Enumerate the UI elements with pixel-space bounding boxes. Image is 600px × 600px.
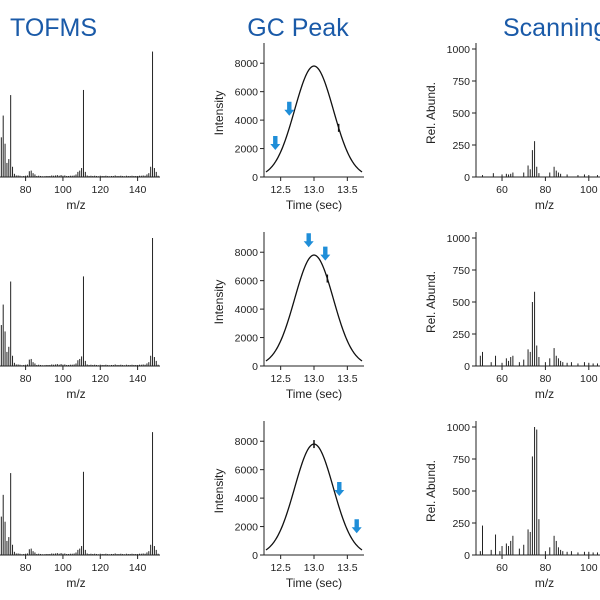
y-tick-label: 6000 <box>235 465 259 477</box>
x-tick-label: 12.5 <box>270 373 291 385</box>
gc-chart-row-2: 12.5 13.0 13.5 Time (sec) 0 2000 4000 6000 8000 I… <box>212 232 364 401</box>
x-tick-label: 80 <box>540 184 552 196</box>
y-tick-label: 8000 <box>235 58 259 70</box>
y-tick-label: 250 <box>452 140 470 152</box>
y-axis-title: Rel. Abund. <box>424 82 438 144</box>
y-tick-label: 4000 <box>235 115 259 127</box>
y-tick-label: 750 <box>452 454 470 466</box>
x-tick-label: 100 <box>54 373 72 385</box>
gc-chart-row-3: 12.5 13.0 13.5 Time (sec) 0 2000 4000 6000 8000 I… <box>212 421 364 590</box>
x-axis-title: m/z <box>535 576 554 590</box>
x-tick-label: 12.5 <box>270 562 291 574</box>
x-tick-label: 12.5 <box>270 184 291 196</box>
y-tick-label: 0 <box>252 550 258 562</box>
x-axis-title: Time (sec) <box>286 576 342 590</box>
x-tick-label: 140 <box>129 562 147 574</box>
scanning-column-title: Scanning <box>503 14 600 42</box>
scan-arrow-icon <box>320 246 331 261</box>
x-tick-label: 13.0 <box>304 373 325 385</box>
y-tick-label: 1000 <box>447 233 471 245</box>
x-tick-label: 100 <box>580 373 598 385</box>
x-axis-title: m/z <box>66 387 85 401</box>
tofms-chart-row-1: 80 100 120 140 m/z <box>0 51 160 212</box>
x-tick-label: 100 <box>54 562 72 574</box>
x-tick-label: 80 <box>20 373 32 385</box>
y-tick-label: 500 <box>452 108 470 120</box>
y-tick-label: 2000 <box>235 333 259 345</box>
gc-peak-curve <box>265 443 363 551</box>
x-axis-title: Time (sec) <box>286 198 342 212</box>
y-tick-label: 500 <box>452 297 470 309</box>
tofms-chart-row-2: 80 100 120 140 m/z <box>0 238 160 401</box>
scanning-chart-row-3: 60 80 100 m/z 0 250 500 750 1000 Rel. Abund. <box>424 421 600 590</box>
y-tick-label: 8000 <box>235 436 259 448</box>
y-tick-label: 250 <box>452 518 470 530</box>
y-tick-label: 1000 <box>447 422 471 434</box>
y-tick-label: 0 <box>252 172 258 184</box>
y-axis-title: Intensity <box>212 91 226 136</box>
x-tick-label: 140 <box>129 373 147 385</box>
y-tick-label: 4000 <box>235 493 259 505</box>
x-tick-label: 13.0 <box>304 562 325 574</box>
scan-arrow-icon <box>303 233 314 248</box>
y-tick-label: 2000 <box>235 522 259 534</box>
gc-peak-curve <box>265 65 363 173</box>
x-tick-label: 80 <box>20 562 32 574</box>
y-axis-title: Rel. Abund. <box>424 271 438 333</box>
tofms-chart-row-3: 80 100 120 140 m/z <box>0 432 160 590</box>
y-tick-label: 0 <box>464 172 470 184</box>
y-axis-title: Intensity <box>212 469 226 514</box>
y-tick-label: 750 <box>452 76 470 88</box>
gc-chart-row-1: 12.5 13.0 13.5 Time (sec) 0 2000 4000 6000 8000 I… <box>212 43 364 212</box>
x-tick-label: 60 <box>496 562 508 574</box>
y-tick-label: 1000 <box>447 44 471 56</box>
x-tick-label: 140 <box>129 184 147 196</box>
x-tick-label: 80 <box>20 184 32 196</box>
x-axis-title: m/z <box>66 198 85 212</box>
x-axis-title: Time (sec) <box>286 387 342 401</box>
y-tick-label: 0 <box>464 550 470 562</box>
y-tick-label: 0 <box>464 361 470 373</box>
x-tick-label: 80 <box>540 373 552 385</box>
y-tick-label: 6000 <box>235 276 259 288</box>
x-tick-label: 60 <box>496 373 508 385</box>
y-tick-label: 2000 <box>235 144 259 156</box>
y-tick-label: 8000 <box>235 247 259 259</box>
y-tick-label: 4000 <box>235 304 259 316</box>
scan-arrow-icon <box>334 482 345 496</box>
tofms-column-title: TOFMS <box>10 14 97 42</box>
x-tick-label: 13.5 <box>337 184 358 196</box>
scan-arrow-icon <box>351 519 362 534</box>
gc-peak-column-title: GC Peak <box>247 14 349 42</box>
y-tick-label: 500 <box>452 486 470 498</box>
scanning-chart-row-1: 60 80 100 m/z 0 250 500 750 1000 Rel. Abund. <box>424 43 600 212</box>
x-axis-title: m/z <box>535 387 554 401</box>
scanning-chart-row-2: 60 80 100 m/z 0 250 500 750 1000 Rel. Abund. <box>424 232 600 401</box>
y-tick-label: 0 <box>252 361 258 373</box>
x-axis-title: m/z <box>535 198 554 212</box>
y-tick-label: 750 <box>452 265 470 277</box>
x-tick-label: 100 <box>580 184 598 196</box>
x-tick-label: 120 <box>92 373 110 385</box>
scan-arrow-icon <box>284 101 295 116</box>
x-tick-label: 13.0 <box>304 184 325 196</box>
x-axis-title: m/z <box>66 576 85 590</box>
scan-arrow-icon <box>270 136 281 150</box>
x-tick-label: 13.5 <box>337 562 358 574</box>
y-tick-label: 250 <box>452 329 470 341</box>
x-tick-label: 80 <box>540 562 552 574</box>
chart-panels: 80 100 120 140 m/z 80 100 120 140 m/z 80 100 120 140 m… <box>0 43 600 590</box>
x-tick-label: 100 <box>54 184 72 196</box>
x-tick-label: 120 <box>92 184 110 196</box>
y-axis-title: Rel. Abund. <box>424 460 438 522</box>
x-tick-label: 120 <box>92 562 110 574</box>
x-tick-label: 100 <box>580 562 598 574</box>
x-tick-label: 13.5 <box>337 373 358 385</box>
gc-peak-curve <box>265 254 363 362</box>
y-axis-title: Intensity <box>212 280 226 325</box>
y-tick-label: 6000 <box>235 87 259 99</box>
x-tick-label: 60 <box>496 184 508 196</box>
